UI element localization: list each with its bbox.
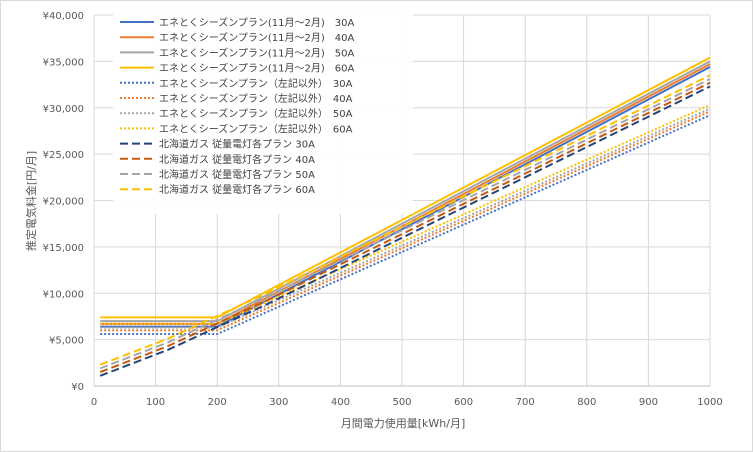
legend-label-11: 北海道ガス 従量電灯各プラン 50A: [159, 168, 315, 181]
y-tick-label: ¥0: [71, 382, 84, 393]
y-tick-label: ¥10,000: [43, 289, 84, 300]
legend-label-1: エネとくシーズンプラン(11月～2月) 30A: [159, 16, 355, 29]
legend-label-6: エネとくシーズンプラン（左記以外） 40A: [159, 92, 353, 105]
y-tick-label: ¥25,000: [43, 150, 84, 161]
series-line-3: [100, 60, 711, 323]
series-line-11: [99, 78, 711, 370]
y-tick-label: ¥20,000: [43, 197, 84, 208]
x-tick-label: 500: [392, 397, 411, 408]
x-tick-label: 900: [639, 397, 658, 408]
x-tick-label: 400: [331, 397, 350, 408]
series-line-6: [100, 110, 711, 332]
legend-label-8: エネとくシーズンプラン（左記以外） 60A: [159, 122, 353, 135]
legend-label-7: エネとくシーズンプラン（左記以外） 50A: [159, 107, 353, 120]
y-tick-label: ¥35,000: [43, 57, 84, 68]
legend-label-5: エネとくシーズンプラン（左記以外） 30A: [159, 77, 353, 90]
x-tick-label: 700: [516, 397, 535, 408]
x-tick-label: 0: [91, 397, 97, 408]
series-line-4: [100, 56, 711, 319]
y-axis-title: 推定電気料金[円/月]: [24, 151, 38, 251]
legend-label-9: 北海道ガス 従量電灯各プラン 30A: [159, 138, 315, 151]
series-line-9: [99, 85, 711, 377]
x-axis-title: 月間電力使用量[kWh/月]: [341, 417, 466, 430]
legend-label-2: エネとくシーズンプラン(11月～2月) 40A: [159, 31, 355, 44]
x-tick-label: 200: [208, 397, 227, 408]
series-layer: [99, 56, 711, 377]
x-tick-label: 100: [146, 397, 165, 408]
series-line-10: [99, 81, 711, 374]
legend-label-4: エネとくシーズンプラン(11月～2月) 60A: [159, 62, 355, 75]
series-line-12: [99, 74, 711, 366]
x-tick-label: 600: [454, 397, 473, 408]
legend-box: [113, 14, 413, 214]
series-line-5: [100, 114, 711, 336]
axes: ¥0 ¥5,000 ¥10,000 ¥15,000 ¥20,000 ¥25,000 ¥30,…: [43, 11, 723, 408]
y-tick-label: ¥40,000: [43, 11, 84, 22]
y-tick-label: ¥30,000: [43, 104, 84, 115]
legend-label-3: エネとくシーズンプラン(11月～2月) 50A: [159, 46, 355, 59]
legend: エネとくシーズンプラン(11月～2月) 30A エネとくシーズンプラン(11月～2…: [113, 14, 413, 214]
y-tick-label: ¥15,000: [43, 243, 84, 254]
x-tick-label: 300: [269, 397, 288, 408]
x-tick-label: 1000: [697, 397, 722, 408]
y-tick-label: ¥5,000: [49, 336, 84, 347]
legend-label-12: 北海道ガス 従量電灯各プラン 60A: [159, 183, 315, 196]
legend-label-10: 北海道ガス 従量電灯各プラン 40A: [159, 153, 315, 166]
x-tick-label: 800: [577, 397, 596, 408]
